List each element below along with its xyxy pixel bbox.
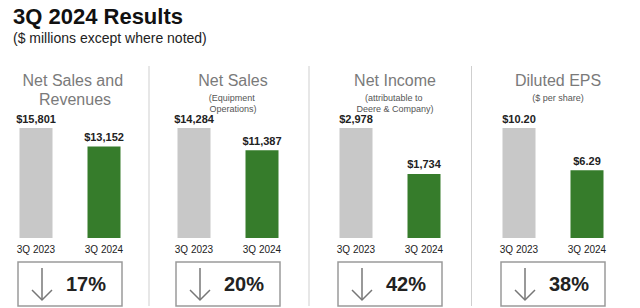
svg-text:Operations): Operations): [209, 104, 256, 114]
svg-text:3Q 2024: 3Q 2024: [243, 244, 282, 255]
svg-text:3Q 2023: 3Q 2023: [17, 244, 56, 255]
svg-text:Net Sales and: Net Sales and: [23, 72, 128, 89]
svg-text:Diluted EPS: Diluted EPS: [515, 72, 601, 89]
svg-text:42%: 42%: [386, 273, 426, 295]
svg-text:$15,801: $15,801: [16, 113, 56, 125]
svg-text:Net Sales: Net Sales: [198, 72, 267, 89]
svg-text:(Equipment: (Equipment: [209, 93, 258, 103]
svg-text:17%: 17%: [66, 273, 106, 295]
svg-text:20%: 20%: [224, 273, 264, 295]
svg-text:3Q 2024: 3Q 2024: [568, 244, 607, 255]
svg-text:$2,978: $2,978: [339, 113, 373, 125]
svg-text:3Q 2024: 3Q 2024: [85, 244, 124, 255]
svg-text:$14,284: $14,284: [174, 113, 215, 125]
svg-text:Revenues: Revenues: [39, 91, 111, 108]
svg-text:($ per share): ($ per share): [532, 93, 584, 103]
svg-text:$13,152: $13,152: [84, 131, 124, 143]
svg-text:3Q 2024 Results: 3Q 2024 Results: [13, 4, 183, 29]
svg-text:$10.20: $10.20: [502, 113, 536, 125]
svg-text:3Q 2023: 3Q 2023: [175, 244, 214, 255]
svg-text:$6.29: $6.29: [573, 155, 601, 167]
svg-text:3Q 2023: 3Q 2023: [337, 244, 376, 255]
svg-text:3Q 2024: 3Q 2024: [405, 244, 444, 255]
svg-text:38%: 38%: [549, 273, 589, 295]
svg-text:($ millions except where noted: ($ millions except where noted): [13, 30, 207, 46]
svg-text:$1,734: $1,734: [407, 158, 442, 170]
svg-text:Deere & Company): Deere & Company): [356, 104, 433, 114]
svg-text:Net Income: Net Income: [354, 72, 436, 89]
svg-text:$11,387: $11,387: [242, 135, 281, 147]
svg-text:3Q 2023: 3Q 2023: [500, 244, 539, 255]
svg-text:(attributable to: (attributable to: [365, 93, 425, 103]
